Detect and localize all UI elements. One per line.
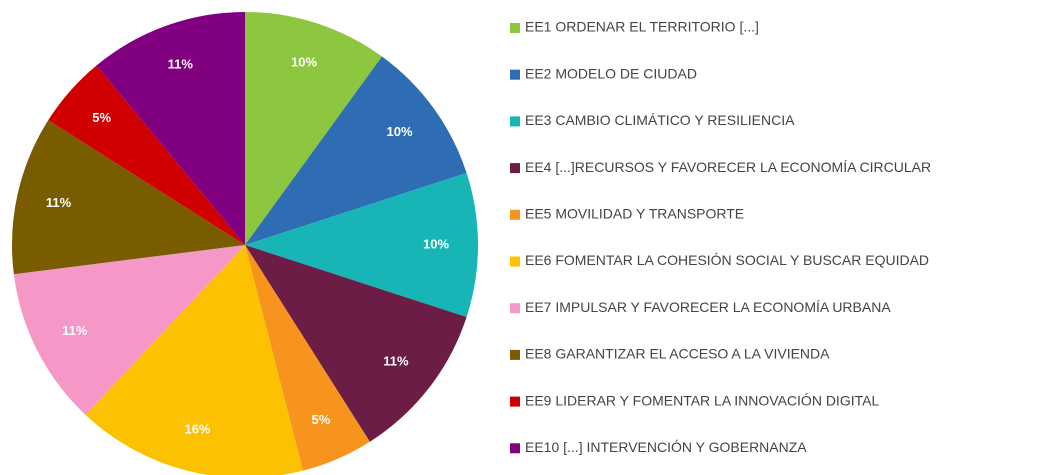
- legend-swatch: [510, 69, 520, 80]
- value-label: 5%: [92, 110, 111, 125]
- value-label: 10%: [291, 55, 317, 70]
- pie-slice: [85, 245, 303, 475]
- legend-swatch: [510, 303, 520, 314]
- legend-label: EE3 CAMBIO CLIMÁTICO Y RESILIENCIA: [525, 112, 795, 128]
- legend-swatch: [510, 256, 520, 267]
- value-label: 10%: [423, 236, 449, 251]
- pie-slice: [245, 245, 467, 442]
- legend-label: EE2 MODELO DE CIUDAD: [525, 65, 697, 81]
- legend-swatch: [510, 209, 520, 220]
- pie-slice: [245, 12, 382, 245]
- pie-slice: [13, 245, 245, 415]
- pie-slice: [12, 120, 245, 275]
- legend-swatch: [510, 116, 520, 127]
- legend-swatch: [510, 163, 520, 174]
- legend-label: EE7 IMPULSAR Y FAVORECER LA ECONOMÍA URB…: [525, 299, 891, 315]
- legend-swatch: [510, 396, 520, 407]
- legend-label: EE10 [...] INTERVENCIÓN Y GOBERNANZA: [525, 439, 807, 455]
- pie-slice: [245, 56, 467, 245]
- value-label: 5%: [311, 412, 330, 427]
- pie-slice: [48, 65, 246, 245]
- value-label: 11%: [168, 57, 194, 72]
- value-label: 11%: [62, 323, 88, 338]
- legend-swatch: [510, 349, 520, 360]
- value-label: 11%: [46, 195, 72, 210]
- legend-label: EE1 ORDENAR EL TERRITORIO [...]: [525, 19, 759, 35]
- pie-slice: [245, 245, 370, 471]
- legend-label: EE6 FOMENTAR LA COHESIÓN SOCIAL Y BUSCAR…: [525, 252, 929, 268]
- pie-slice: [245, 172, 478, 318]
- value-label: 11%: [383, 354, 409, 369]
- legend-label: EE4 [...]RECURSOS Y FAVORECER LA ECONOMÍ…: [525, 159, 931, 175]
- pie-slice: [96, 12, 245, 245]
- value-label: 10%: [387, 124, 413, 139]
- legend-label: EE9 LIDERAR Y FOMENTAR LA INNOVACIÓN DIG…: [525, 392, 879, 408]
- legend-label: EE8 GARANTIZAR EL ACCESO A LA VIVIENDA: [525, 346, 830, 362]
- legend-label: EE5 MOVILIDAD Y TRANSPORTE: [525, 206, 744, 222]
- legend-swatch: [510, 443, 520, 454]
- value-label: 16%: [184, 421, 210, 436]
- legend-swatch: [510, 23, 520, 33]
